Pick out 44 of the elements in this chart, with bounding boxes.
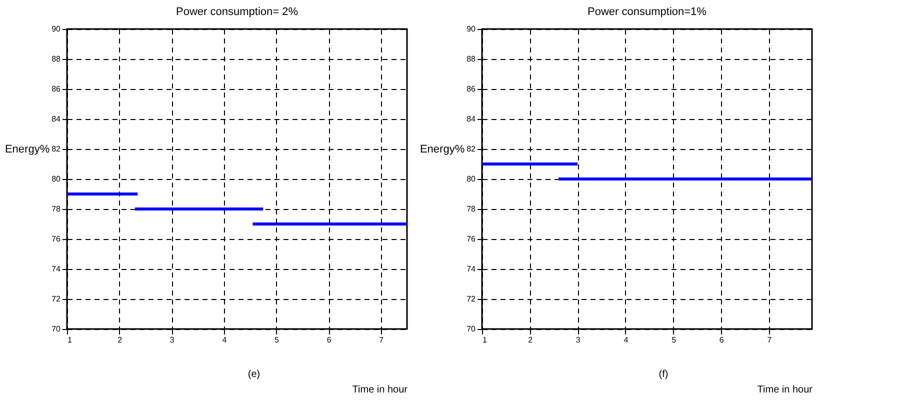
y-tick-label: 90 bbox=[52, 24, 62, 34]
x-tick-label: 5 bbox=[274, 336, 280, 344]
y-tick-label: 80 bbox=[466, 174, 476, 184]
x-tick-label: 2 bbox=[528, 336, 534, 344]
x-tick-label: 6 bbox=[719, 336, 724, 344]
x-tick-label: 2 bbox=[118, 336, 123, 344]
y-tick-label: 78 bbox=[52, 204, 62, 214]
text: (e) bbox=[248, 369, 260, 380]
x-tick-label: 1 bbox=[482, 336, 488, 344]
x-tick-label: 5 bbox=[672, 336, 677, 344]
y-tick-label: 76 bbox=[52, 234, 62, 244]
y-tick-label: 82 bbox=[466, 144, 476, 154]
chart-title: Power consumption= 2% bbox=[176, 6, 298, 18]
x-tick-label: 4 bbox=[624, 336, 629, 344]
x-tick-label: 3 bbox=[170, 336, 175, 344]
x-tick-label: 4 bbox=[222, 336, 228, 344]
x-tick-label: 3 bbox=[576, 336, 581, 344]
x-tick-label: 1 bbox=[68, 336, 72, 344]
y-tick-label: 90 bbox=[466, 24, 476, 34]
y-tick-label: 88 bbox=[466, 54, 476, 64]
y-tick-label: 86 bbox=[52, 84, 62, 94]
y-tick-label: 72 bbox=[52, 294, 62, 304]
y-tick-label: 70 bbox=[466, 324, 476, 334]
x-tick-label: 7 bbox=[767, 336, 772, 344]
x-axis-title: Time in hour bbox=[757, 384, 814, 396]
text: (f) bbox=[658, 369, 668, 380]
y-tick-label: 74 bbox=[52, 264, 62, 274]
x-axis-title: Time in hour bbox=[352, 384, 408, 396]
y-axis-title: Energy% bbox=[4, 144, 50, 156]
y-tick-label: 78 bbox=[466, 204, 476, 214]
y-tick-label: 72 bbox=[466, 294, 476, 304]
y-tick-label: 84 bbox=[466, 114, 476, 124]
y-tick-label: 74 bbox=[466, 264, 476, 274]
x-tick-label: 7 bbox=[379, 336, 384, 344]
y-tick-label: 76 bbox=[466, 234, 476, 244]
y-tick-label: 82 bbox=[52, 144, 62, 154]
chart-title: Power consumption=1% bbox=[588, 6, 707, 18]
y-tick-label: 80 bbox=[52, 174, 62, 184]
y-tick-label: 88 bbox=[52, 54, 62, 64]
y-axis-title: Energy% bbox=[420, 144, 465, 156]
x-tick-label: 6 bbox=[326, 336, 332, 344]
y-tick-label: 70 bbox=[52, 324, 62, 334]
y-tick-label: 86 bbox=[466, 84, 476, 94]
y-tick-label: 84 bbox=[52, 114, 62, 124]
